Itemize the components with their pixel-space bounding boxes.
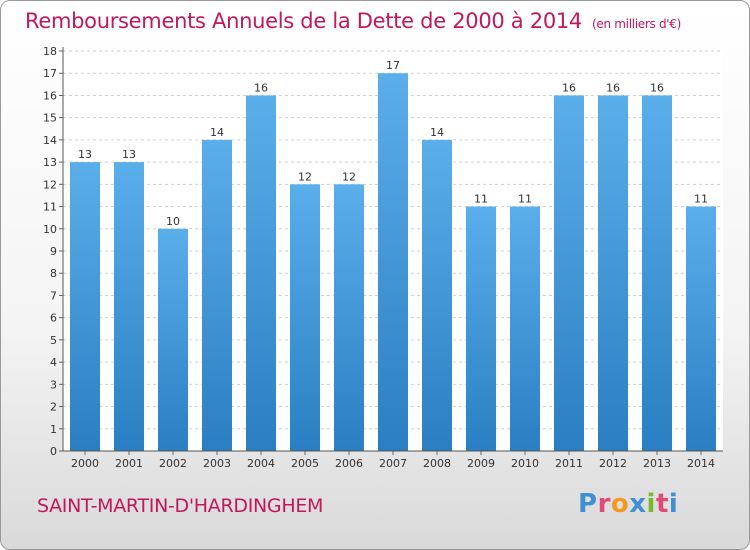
bar <box>246 95 276 451</box>
bar <box>290 184 320 452</box>
logo-letter: i <box>668 489 679 519</box>
bar <box>642 95 672 451</box>
proxiti-logo: Proxiti <box>578 489 678 519</box>
bar <box>158 228 188 451</box>
x-tick-label: 2014 <box>687 457 715 470</box>
logo-letter: x <box>629 489 647 519</box>
bar-value-label: 16 <box>606 81 620 94</box>
x-tick-label: 2010 <box>511 457 539 470</box>
y-tick-label: 12 <box>43 178 57 191</box>
bar-value-label: 10 <box>166 215 180 228</box>
y-tick-label: 4 <box>50 356 57 369</box>
bar <box>686 206 716 451</box>
bar-value-label: 17 <box>386 59 400 72</box>
y-tick-label: 10 <box>43 223 57 236</box>
x-tick-label: 2013 <box>643 457 671 470</box>
x-tick-label: 2011 <box>555 457 583 470</box>
x-tick-label: 2006 <box>335 457 363 470</box>
y-tick-label: 13 <box>43 156 57 169</box>
logo-letter: P <box>578 489 598 519</box>
bar-value-label: 13 <box>78 148 92 161</box>
y-tick-label: 6 <box>50 312 57 325</box>
x-tick-label: 2001 <box>115 457 143 470</box>
y-tick-label: 0 <box>50 445 57 458</box>
bar-value-label: 16 <box>562 81 576 94</box>
commune-name: SAINT-MARTIN-D'HARDINGHEM <box>37 495 324 517</box>
y-tick-label: 18 <box>43 45 57 58</box>
y-tick-label: 9 <box>50 245 57 258</box>
y-tick-label: 7 <box>50 289 57 302</box>
x-tick-label: 2004 <box>247 457 275 470</box>
x-tick-label: 2007 <box>379 457 407 470</box>
bar-value-label: 12 <box>342 170 356 183</box>
bar-value-label: 11 <box>518 193 532 206</box>
bar <box>378 73 408 451</box>
bar <box>598 95 628 451</box>
y-tick-label: 1 <box>50 423 57 436</box>
y-tick-label: 3 <box>50 378 57 391</box>
chart-unit: (en milliers d'€) <box>592 17 682 31</box>
y-tick-label: 2 <box>50 401 57 414</box>
bar <box>114 162 144 451</box>
bar-value-label: 13 <box>122 148 136 161</box>
x-tick-label: 2009 <box>467 457 495 470</box>
bar-value-label: 11 <box>474 193 488 206</box>
y-tick-label: 14 <box>43 134 57 147</box>
bar-value-label: 11 <box>694 193 708 206</box>
y-tick-label: 17 <box>43 67 57 80</box>
y-tick-label: 8 <box>50 267 57 280</box>
x-tick-label: 2002 <box>159 457 187 470</box>
x-tick-label: 2000 <box>71 457 99 470</box>
y-tick-label: 16 <box>43 89 57 102</box>
x-tick-label: 2012 <box>599 457 627 470</box>
y-tick-label: 5 <box>50 334 57 347</box>
bar-value-label: 14 <box>430 126 444 139</box>
logo-letter: i <box>646 489 656 519</box>
bar <box>202 139 232 451</box>
logo-letter: t <box>655 489 669 519</box>
bar <box>466 206 496 451</box>
x-tick-label: 2005 <box>291 457 319 470</box>
y-tick-label: 15 <box>43 112 57 125</box>
bar <box>422 139 452 451</box>
bar <box>334 184 364 452</box>
bar-value-label: 16 <box>650 81 664 94</box>
bar-value-label: 14 <box>210 126 224 139</box>
bar <box>70 162 100 451</box>
logo-letter: r <box>597 489 611 519</box>
y-tick-label: 11 <box>43 201 57 214</box>
chart-title: Remboursements Annuels de la Dette de 20… <box>25 9 682 33</box>
logo-letter: o <box>610 489 630 519</box>
bar <box>510 206 540 451</box>
bar-value-label: 16 <box>254 81 268 94</box>
bar-value-label: 12 <box>298 170 312 183</box>
bar <box>554 95 584 451</box>
x-tick-label: 2008 <box>423 457 451 470</box>
x-tick-label: 2003 <box>203 457 231 470</box>
